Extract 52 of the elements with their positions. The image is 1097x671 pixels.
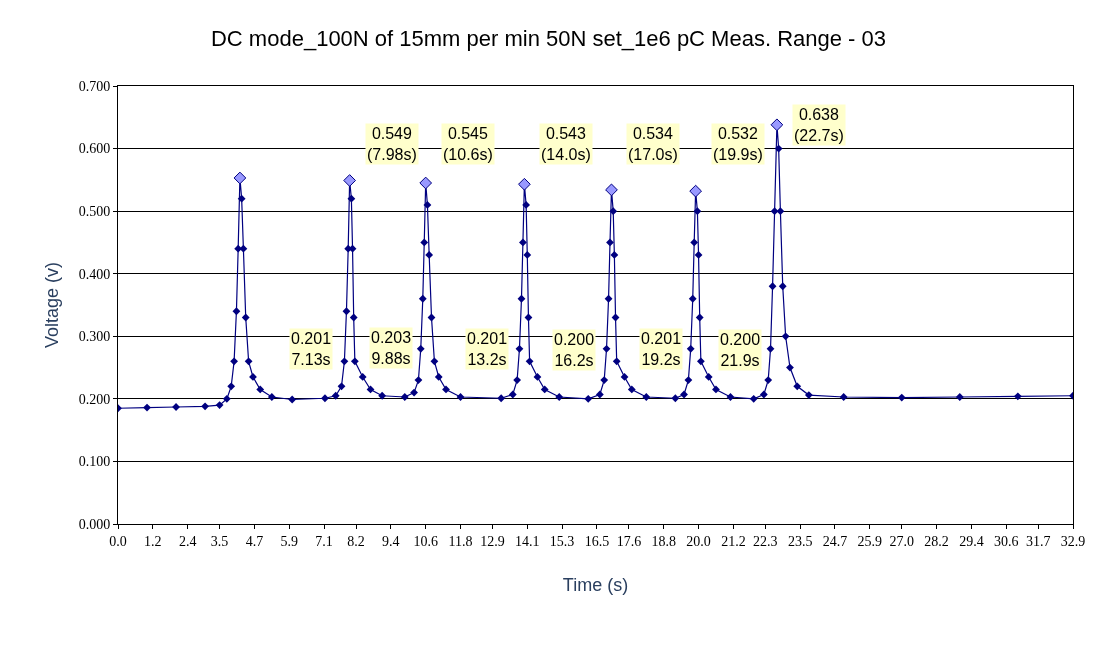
y-axis-title: Voltage (v) xyxy=(41,261,62,349)
annotation: 0.534 (17.0s) xyxy=(628,125,678,163)
y-tick-label: 0.000 xyxy=(78,516,111,532)
x-tick-label: 18.8 xyxy=(651,533,676,549)
x-tick-label: 23.5 xyxy=(787,533,813,549)
x-tick-label: 25.9 xyxy=(857,533,883,549)
x-tick-label: 32.9 xyxy=(1060,533,1086,549)
annotation: 0.549 (7.98s) xyxy=(367,125,417,163)
annotation: 0.545 (10.6s) xyxy=(443,125,493,163)
chart-title: DC mode_100N of 15mm per min 50N set_1e6 pC Meas. Range - 03 xyxy=(210,25,887,51)
y-tick-label: 0.200 xyxy=(78,391,111,407)
x-tick-label: 28.2 xyxy=(924,533,949,549)
x-tick-label: 3.5 xyxy=(210,533,229,549)
x-tick-label: 30.6 xyxy=(993,533,1019,549)
x-tick-label: 16.5 xyxy=(584,533,610,549)
annotation: 0.200 21.9s xyxy=(720,331,761,369)
y-tick-label: 0.500 xyxy=(78,204,111,220)
annotation: 0.201 7.13s xyxy=(291,330,332,368)
annotation: 0.532 (19.9s) xyxy=(713,125,763,163)
x-tick-label: 10.6 xyxy=(413,533,438,549)
x-tick-label: 27.0 xyxy=(889,533,914,549)
x-tick-label: 20.0 xyxy=(686,533,711,549)
x-tick-label: 14.1 xyxy=(515,533,540,549)
x-tick-label: 4.7 xyxy=(245,533,264,549)
x-tick-label: 1.2 xyxy=(144,533,162,549)
y-tick-label: 0.400 xyxy=(78,266,111,282)
x-tick-label: 21.2 xyxy=(721,533,746,549)
annotation: 0.200 16.2s xyxy=(554,331,595,369)
x-axis-title: Time (s) xyxy=(562,574,629,595)
annotation: 0.543 (14.0s) xyxy=(541,125,591,163)
x-tick-label: 7.1 xyxy=(315,533,333,549)
y-tick-label: 0.700 xyxy=(78,78,111,94)
x-tick-label: 22.3 xyxy=(753,533,778,549)
x-tick-label: 11.8 xyxy=(448,533,473,549)
y-tick-label: 0.100 xyxy=(78,454,111,470)
x-tick-label: 0.0 xyxy=(109,533,127,549)
annotation: 0.638 (22.7s) xyxy=(794,106,844,144)
x-tick-label: 12.9 xyxy=(480,533,505,549)
x-tick-label: 9.4 xyxy=(382,533,400,549)
x-tick-label: 29.4 xyxy=(959,533,984,549)
annotation: 0.201 13.2s xyxy=(467,330,508,368)
x-tick-label: 8.2 xyxy=(347,533,365,549)
x-tick-label: 17.6 xyxy=(616,533,642,549)
x-tick-label: 24.7 xyxy=(822,533,848,549)
x-tick-label: 5.9 xyxy=(280,533,299,549)
x-tick-label: 2.4 xyxy=(178,533,197,549)
y-tick-label: 0.600 xyxy=(78,141,111,157)
annotation: 0.201 19.2s xyxy=(641,330,682,368)
x-tick-label: 15.3 xyxy=(549,533,575,549)
x-tick-label: 31.7 xyxy=(1025,533,1051,549)
annotation: 0.203 9.88s xyxy=(371,329,412,367)
y-tick-label: 0.300 xyxy=(78,329,111,345)
